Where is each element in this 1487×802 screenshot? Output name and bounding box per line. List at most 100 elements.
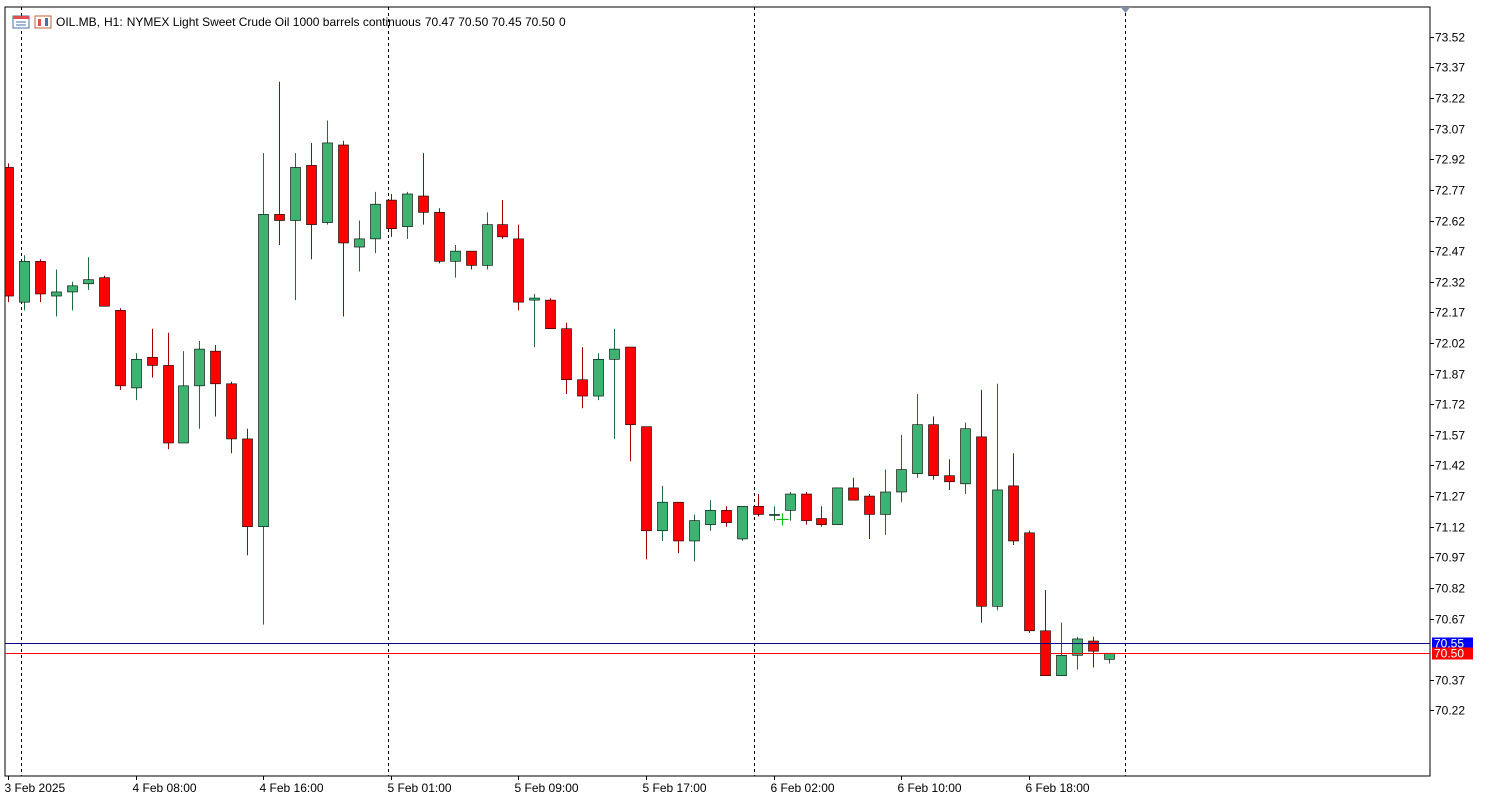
candle[interactable] (657, 485, 668, 541)
candle[interactable] (306, 142, 317, 260)
candle-body-bear (210, 350, 221, 385)
candle-body-bear (816, 518, 827, 525)
candle[interactable] (864, 494, 875, 539)
chart-window-icon[interactable] (12, 15, 30, 29)
candle[interactable] (258, 153, 269, 625)
candle[interactable] (450, 245, 461, 278)
candle[interactable] (609, 328, 620, 439)
candle[interactable] (386, 193, 397, 237)
candle[interactable] (67, 281, 78, 311)
candle[interactable] (880, 469, 891, 535)
candle[interactable] (4, 163, 14, 303)
candle-body-bear (641, 426, 652, 532)
candle[interactable] (115, 308, 126, 390)
candle[interactable] (737, 505, 748, 541)
candle[interactable] (976, 389, 987, 623)
candle[interactable] (497, 200, 508, 239)
candle[interactable] (163, 332, 174, 450)
candle[interactable] (816, 506, 827, 527)
candle-body-bull (832, 487, 843, 525)
candle[interactable] (928, 416, 939, 480)
candle-body-bull (131, 359, 142, 389)
candle-body-bull (689, 520, 700, 542)
candle[interactable] (529, 293, 540, 348)
candle[interactable] (322, 120, 333, 225)
candle[interactable] (1104, 652, 1115, 664)
candle[interactable] (194, 340, 205, 429)
candle[interactable] (689, 514, 700, 562)
x-axis-tick-label: 6 Feb 10:00 (898, 781, 962, 795)
y-axis-tick-label: 71.27 (1435, 490, 1465, 504)
candle[interactable] (51, 269, 62, 317)
candle-body-bear (513, 238, 524, 303)
candle-body-bull (258, 214, 269, 527)
candle[interactable] (513, 224, 524, 311)
candle[interactable] (226, 381, 237, 454)
timeframe-label: H1: (104, 15, 123, 29)
candle[interactable] (577, 347, 588, 409)
x-axis-tick-label: 5 Feb 01:00 (388, 781, 452, 795)
candle[interactable] (721, 506, 732, 527)
candle[interactable] (801, 491, 812, 525)
candle[interactable] (944, 459, 955, 490)
candle[interactable] (960, 422, 971, 495)
candle[interactable] (178, 351, 189, 444)
candle[interactable] (290, 153, 301, 301)
candle[interactable] (593, 353, 604, 401)
candle[interactable] (673, 501, 684, 554)
candle[interactable] (1088, 636, 1099, 668)
candle[interactable] (1024, 530, 1035, 633)
y-axis-tick-label: 72.17 (1435, 306, 1465, 320)
candle[interactable] (274, 81, 285, 246)
candle[interactable] (370, 191, 381, 254)
ohlc-values: 70.47 70.50 70.45 70.50 (424, 15, 555, 29)
shift-marker-icon[interactable] (1120, 7, 1131, 13)
candle[interactable] (242, 428, 253, 556)
candle[interactable] (896, 434, 907, 503)
candle[interactable] (832, 487, 843, 525)
y-axis-tick-label: 72.47 (1435, 245, 1465, 259)
candle[interactable] (753, 494, 764, 517)
candle[interactable] (19, 255, 30, 311)
candle[interactable] (705, 500, 716, 531)
candle[interactable] (912, 394, 923, 478)
volume-value: 0 (558, 15, 566, 29)
candle-body-bull (785, 493, 796, 511)
candle[interactable] (1008, 453, 1019, 546)
candle[interactable] (992, 383, 1003, 611)
candle[interactable] (482, 212, 493, 270)
candle[interactable] (210, 345, 221, 417)
candle[interactable] (418, 153, 429, 225)
candle-body-bull (769, 514, 780, 516)
candle[interactable] (131, 353, 142, 401)
candle[interactable] (769, 506, 780, 521)
candle[interactable] (785, 491, 796, 521)
candle[interactable] (1040, 589, 1051, 676)
candle-body-bear (721, 510, 732, 523)
symbol-name: OIL.MB, (56, 15, 101, 29)
candle[interactable] (625, 346, 636, 462)
x-axis-tick-label: 3 Feb 2025 (5, 781, 66, 795)
candle-body-bull (482, 224, 493, 266)
candle[interactable] (561, 322, 572, 395)
candle[interactable] (545, 298, 556, 329)
candle[interactable] (1056, 622, 1067, 676)
candle[interactable] (466, 250, 477, 270)
candle[interactable] (848, 477, 859, 501)
candle[interactable] (338, 140, 349, 317)
candle-body-bull (880, 491, 891, 515)
candle[interactable] (354, 220, 365, 272)
candle[interactable] (83, 257, 94, 290)
candle[interactable] (35, 259, 46, 303)
candle-body-bear (242, 438, 253, 527)
candle[interactable] (147, 328, 158, 378)
symbol-chart-icon[interactable] (34, 15, 52, 29)
candle[interactable] (641, 426, 652, 560)
candle[interactable] (402, 191, 413, 239)
candle-body-bear (35, 261, 46, 295)
candle[interactable] (99, 275, 110, 307)
candle-body-bull (322, 142, 333, 223)
y-axis-tick-label: 70.67 (1435, 613, 1465, 627)
candle[interactable] (434, 208, 445, 264)
